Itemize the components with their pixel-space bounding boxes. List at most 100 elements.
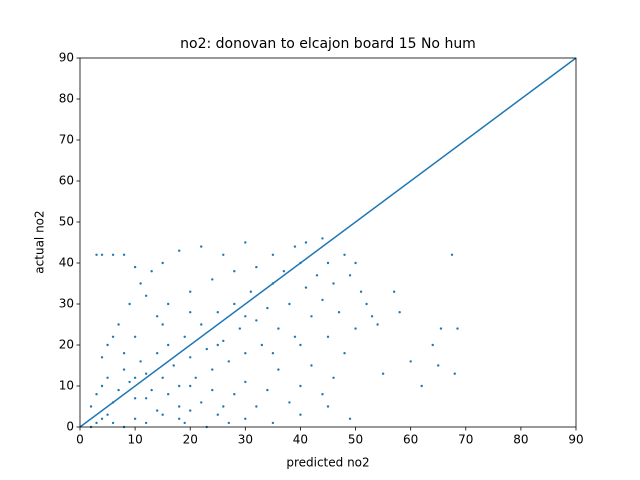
scatter-point xyxy=(161,376,164,379)
scatter-point xyxy=(139,282,142,285)
scatter-point xyxy=(271,352,275,355)
scatter-point xyxy=(321,298,324,302)
scatter-point xyxy=(172,364,175,367)
scatter-point xyxy=(343,253,346,256)
reference-line xyxy=(79,57,577,428)
scatter-point xyxy=(420,384,423,388)
scatter-point xyxy=(155,315,159,318)
scatter-point xyxy=(376,323,379,326)
scatter-point xyxy=(326,261,330,265)
scatter-point xyxy=(178,405,181,408)
scatter-point xyxy=(255,265,258,269)
scatter-point xyxy=(304,241,308,244)
scatter-point xyxy=(370,315,374,318)
scatter-point xyxy=(211,388,214,392)
scatter-point xyxy=(354,327,357,330)
scatter-point xyxy=(332,282,335,285)
scatter-point xyxy=(200,401,203,404)
scatter-point xyxy=(216,413,219,416)
scatter-point xyxy=(216,343,219,347)
y-tick-label: 50 xyxy=(59,215,74,229)
scatter-point xyxy=(288,401,291,404)
scatter-point xyxy=(227,360,230,363)
x-axis-label: predicted no2 xyxy=(286,456,369,470)
scatter-point xyxy=(456,327,459,330)
scatter-point xyxy=(133,417,137,420)
scatter-point xyxy=(100,253,104,256)
scatter-point xyxy=(106,343,109,347)
scatter-point xyxy=(249,290,253,293)
scatter-point xyxy=(133,265,137,269)
scatter-point xyxy=(183,335,186,338)
scatter-point xyxy=(106,376,109,379)
scatter-point xyxy=(354,261,357,265)
scatter-point xyxy=(222,253,225,256)
scatter-point xyxy=(244,380,247,384)
x-tick-label: 90 xyxy=(568,433,583,447)
scatter-point xyxy=(321,237,324,240)
scatter-point xyxy=(299,343,302,347)
scatter-point xyxy=(315,274,319,277)
scatter-point xyxy=(178,249,181,252)
scatter-point xyxy=(200,323,203,326)
scatter-point xyxy=(106,413,109,416)
scatter-point xyxy=(95,253,98,256)
x-tick-label: 20 xyxy=(183,433,198,447)
scatter-point xyxy=(111,253,115,256)
scatter-point xyxy=(409,360,412,363)
scatter-point xyxy=(189,384,192,388)
scatter-point xyxy=(178,384,181,388)
scatter-point xyxy=(166,343,170,347)
y-tick-label: 70 xyxy=(59,133,74,147)
y-tick-label: 90 xyxy=(59,51,74,65)
scatter-point xyxy=(348,274,352,277)
axes-frame xyxy=(79,57,577,428)
scatter-point xyxy=(310,315,313,318)
scatter-point xyxy=(450,253,454,256)
scatter-point xyxy=(161,413,164,416)
scatter-point xyxy=(222,405,225,408)
scatter-point xyxy=(282,270,286,273)
scatter-point xyxy=(122,352,126,355)
scatter-point xyxy=(348,417,352,420)
scatter-point xyxy=(111,335,115,338)
y-tick-label: 0 xyxy=(66,420,74,434)
scatter-point xyxy=(189,290,192,293)
scatter-point xyxy=(233,302,236,306)
scatter-point xyxy=(238,327,242,330)
scatter-point xyxy=(337,311,341,314)
scatter-point xyxy=(343,352,346,355)
scatter-point xyxy=(205,347,208,351)
scatter-point xyxy=(122,368,126,371)
scatter-point xyxy=(189,356,192,359)
scatter-point xyxy=(288,302,291,306)
scatter-point xyxy=(392,290,396,293)
x-tick-label: 50 xyxy=(348,433,363,447)
x-tick-label: 70 xyxy=(458,433,473,447)
scatter-point xyxy=(244,417,247,420)
scatter-point xyxy=(95,421,98,425)
scatter-point xyxy=(359,290,363,293)
scatter-point xyxy=(365,302,368,306)
scatter-point xyxy=(255,405,258,408)
scatter-point xyxy=(189,311,192,314)
scatter-point xyxy=(100,417,104,420)
scatter-point xyxy=(271,253,275,256)
scatter-point xyxy=(266,306,269,310)
x-tick-label: 30 xyxy=(238,433,253,447)
scatter-point xyxy=(326,335,330,338)
scatter-point xyxy=(244,352,247,355)
scatter-point xyxy=(321,393,324,396)
scatter-point xyxy=(332,376,335,379)
scatter-point xyxy=(133,397,137,400)
scatter-point xyxy=(144,421,148,425)
scatter-point xyxy=(144,372,148,375)
scatter-point xyxy=(117,323,120,326)
scatter-point xyxy=(150,270,153,273)
scatter-point xyxy=(266,388,269,392)
scatter-point xyxy=(233,270,236,273)
scatter-point xyxy=(178,417,181,420)
scatter-point xyxy=(310,364,313,367)
